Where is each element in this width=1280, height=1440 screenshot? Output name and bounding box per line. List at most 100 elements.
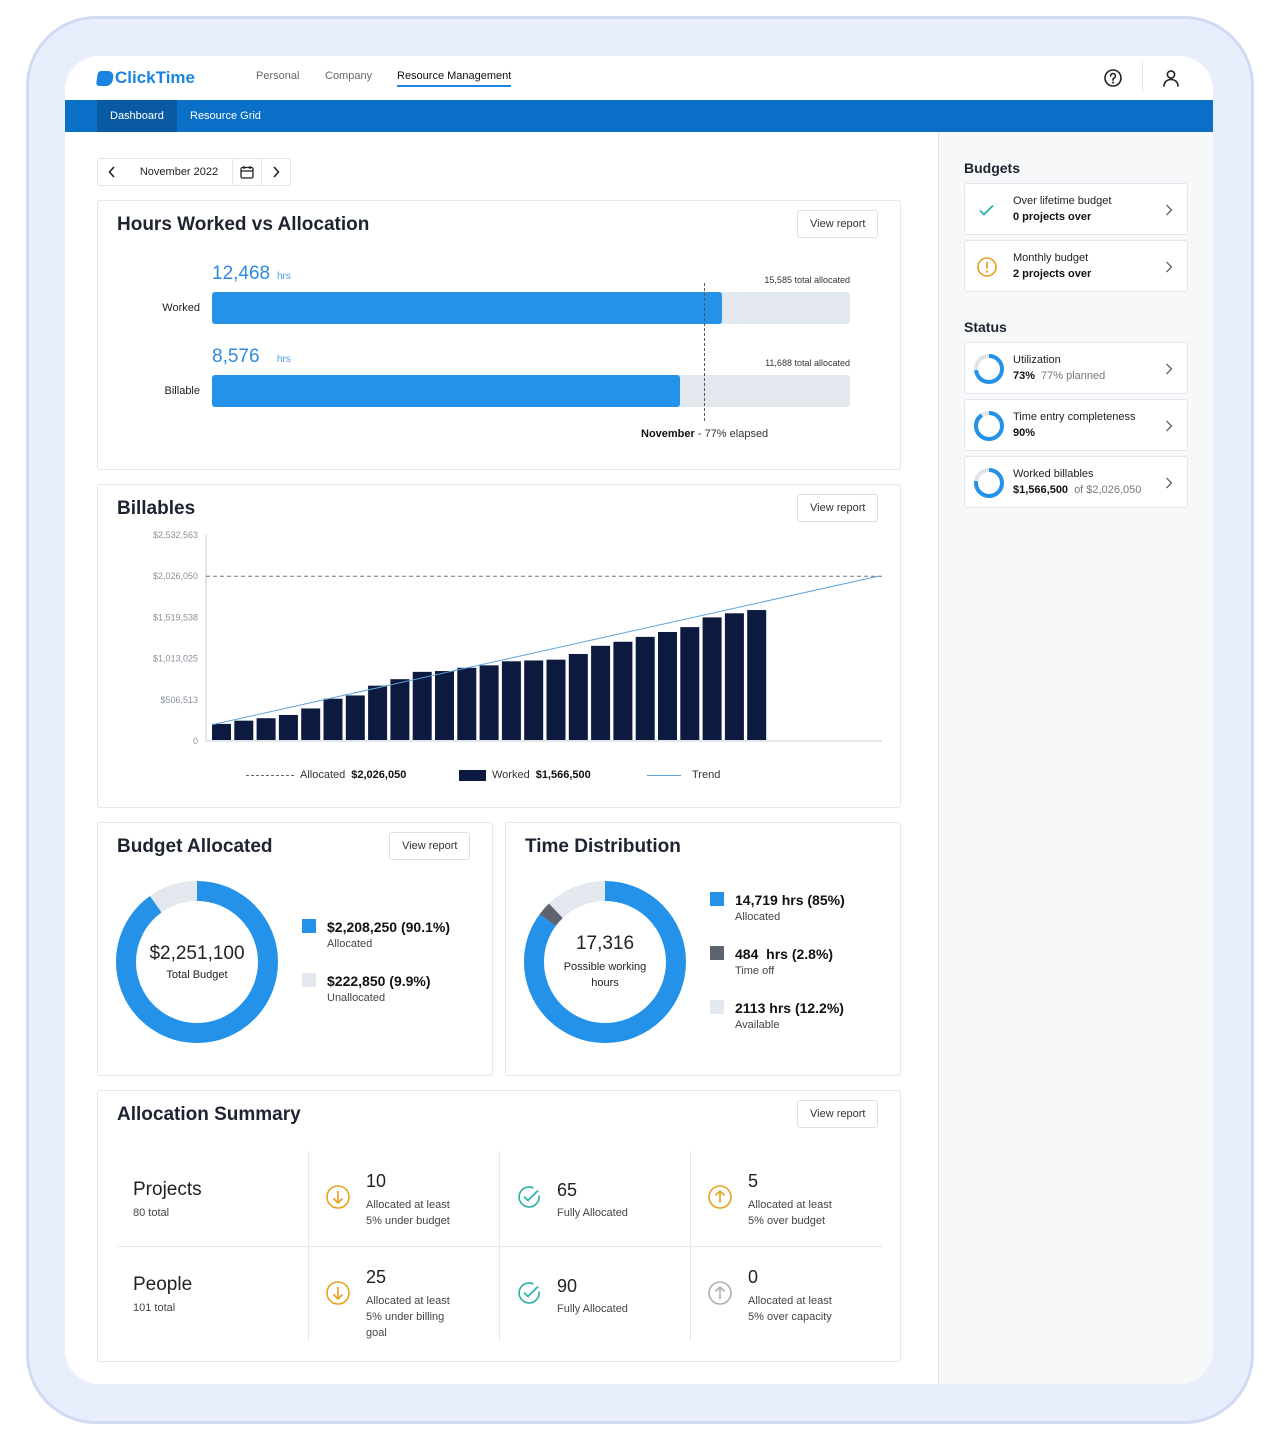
chevron-right-icon bbox=[273, 166, 280, 178]
month-picker: November 2022 bbox=[97, 158, 291, 186]
worked-bar bbox=[680, 627, 700, 740]
help-icon[interactable] bbox=[1102, 67, 1124, 89]
arrow-up-circle-icon bbox=[708, 1281, 732, 1305]
nav-resource-management[interactable]: Resource Management bbox=[397, 70, 512, 87]
utilization-card[interactable]: Utilization 73% 77% planned bbox=[964, 342, 1188, 394]
donut-segment bbox=[116, 881, 278, 1043]
time-off-label: Time off bbox=[735, 965, 775, 977]
time-total-label-1: Possible working bbox=[563, 961, 647, 973]
trend-line bbox=[211, 575, 879, 726]
elapsed-label: November - 77% elapsed bbox=[641, 428, 768, 440]
worked-bar bbox=[524, 660, 544, 740]
billable-label: Billable bbox=[164, 385, 200, 397]
budget-total-label: Total Budget bbox=[166, 969, 228, 981]
calendar-button[interactable] bbox=[232, 159, 262, 185]
lifetime-budget-card[interactable]: Over lifetime budget 0 projects over bbox=[964, 183, 1188, 235]
elapsed-month: November bbox=[641, 428, 695, 440]
worked-bar bbox=[234, 720, 254, 740]
budget-unallocated-value: $222,850 (9.9%) bbox=[327, 973, 431, 989]
time-available-swatch bbox=[710, 1000, 724, 1014]
row-divider bbox=[117, 1246, 882, 1247]
time-entry-card[interactable]: Time entry completeness 90% bbox=[964, 399, 1188, 451]
worked-label: Worked bbox=[162, 302, 200, 314]
prev-month-button[interactable] bbox=[98, 159, 126, 185]
allocation-summary-title: Allocation Summary bbox=[117, 1104, 301, 1125]
summary-description-line: 5% over budget bbox=[748, 1215, 826, 1227]
utilization-label: Utilization bbox=[1013, 354, 1061, 366]
monthly-budget-card[interactable]: Monthly budget 2 projects over bbox=[964, 240, 1188, 292]
allocation-view-report-button[interactable]: View report bbox=[797, 1100, 879, 1128]
budget-donut-chart bbox=[116, 881, 278, 1043]
time-allocated-swatch bbox=[710, 892, 724, 906]
legend-allocated-value: $2,026,050 bbox=[351, 769, 407, 781]
budget-unallocated-label: Unallocated bbox=[327, 992, 386, 1004]
budget-allocated-title: Budget Allocated bbox=[117, 836, 273, 857]
worked-billables-card[interactable]: Worked billables $1,566,500 of $2,026,050 bbox=[964, 456, 1188, 508]
summary-description-line: Fully Allocated bbox=[557, 1207, 628, 1219]
monthly-budget-label: Monthly budget bbox=[1013, 252, 1089, 264]
summary-description: Fully Allocated bbox=[557, 1205, 628, 1221]
billables-chart: $2,532,563 $2,026,050 $1,519,538 $1,013,025… bbox=[153, 530, 882, 746]
budget-view-report-button[interactable]: View report bbox=[389, 832, 471, 860]
legend-allocated: Allocated $2,026,050 bbox=[246, 769, 406, 781]
arrow-down-circle-icon bbox=[326, 1281, 350, 1305]
elapsed-marker bbox=[703, 283, 705, 421]
worked-unit: hrs bbox=[277, 271, 291, 282]
utilization-percent: 73% bbox=[1013, 370, 1036, 382]
billables-view-report-button[interactable]: View report bbox=[797, 494, 879, 522]
next-month-button[interactable] bbox=[262, 159, 290, 185]
tab-resource-grid[interactable]: Resource Grid bbox=[190, 110, 261, 122]
utilization-planned: 77% planned bbox=[1041, 370, 1106, 382]
time-allocated-label: Allocated bbox=[735, 911, 781, 923]
monthly-budget-value: 2 projects over bbox=[1013, 268, 1092, 280]
hours-view-report-button[interactable]: View report bbox=[797, 210, 879, 238]
check-circle-icon bbox=[518, 1282, 540, 1304]
legend-dashed-swatch bbox=[246, 774, 294, 776]
summary-count: 0 bbox=[748, 1267, 759, 1287]
summary-description: Allocated at least 5% under budget bbox=[366, 1197, 450, 1229]
worked-bar bbox=[368, 685, 388, 740]
lifetime-budget-value: 0 projects over bbox=[1013, 211, 1092, 223]
projects-heading: Projects bbox=[133, 1179, 202, 1200]
time-donut-chart bbox=[524, 881, 686, 1043]
clicktime-logo[interactable]: ClickTime bbox=[95, 67, 195, 89]
summary-count: 25 bbox=[366, 1267, 387, 1287]
elapsed-text: - 77% elapsed bbox=[694, 428, 769, 440]
billable-value: 8,576 bbox=[212, 346, 260, 367]
worked-value: 12,468 bbox=[212, 263, 271, 284]
chevron-right-icon bbox=[1166, 261, 1173, 273]
legend-worked-value: $1,566,500 bbox=[535, 769, 591, 781]
worked-bar bbox=[323, 698, 343, 740]
user-icon[interactable] bbox=[1160, 67, 1182, 89]
billables-title: Billables bbox=[117, 498, 196, 519]
worked-bar bbox=[635, 636, 655, 740]
time-available-label: Available bbox=[735, 1019, 780, 1031]
tab-dashboard[interactable]: Dashboard bbox=[97, 100, 177, 132]
y-tick-label: 0 bbox=[193, 736, 198, 746]
worked-bar bbox=[501, 661, 521, 740]
summary-count: 10 bbox=[366, 1171, 387, 1191]
legend-bar-swatch bbox=[459, 769, 486, 781]
nav-personal[interactable]: Personal bbox=[256, 70, 300, 82]
summary-description: Allocated at least 5% over budget bbox=[748, 1197, 832, 1229]
worked-bar bbox=[345, 695, 365, 740]
nav-company[interactable]: Company bbox=[325, 70, 373, 82]
arrow-up-circle-icon bbox=[708, 1185, 732, 1209]
summary-description-line: 5% under budget bbox=[366, 1215, 450, 1227]
people-total: 101 total bbox=[133, 1302, 176, 1314]
worked-bar bbox=[435, 671, 454, 740]
worked-bar bbox=[278, 714, 298, 740]
projects-total: 80 total bbox=[133, 1207, 170, 1219]
time-entry-label: Time entry completeness bbox=[1013, 411, 1136, 423]
summary-description-line: Allocated at least bbox=[366, 1199, 450, 1211]
worked-bar bbox=[457, 667, 477, 740]
worked-total: 15,585 total allocated bbox=[764, 275, 850, 285]
chevron-right-icon bbox=[1166, 363, 1173, 375]
chevron-right-icon bbox=[1166, 420, 1173, 432]
top-navigation: ClickTime Personal Company Resource Mana… bbox=[65, 56, 1213, 100]
worked-bar bbox=[256, 718, 276, 740]
summary-description-line: Allocated at least bbox=[748, 1199, 832, 1211]
time-entry-progress-ring bbox=[974, 411, 1004, 441]
billable-total: 11,688 total allocated bbox=[765, 358, 850, 368]
worked-bar bbox=[591, 645, 611, 740]
